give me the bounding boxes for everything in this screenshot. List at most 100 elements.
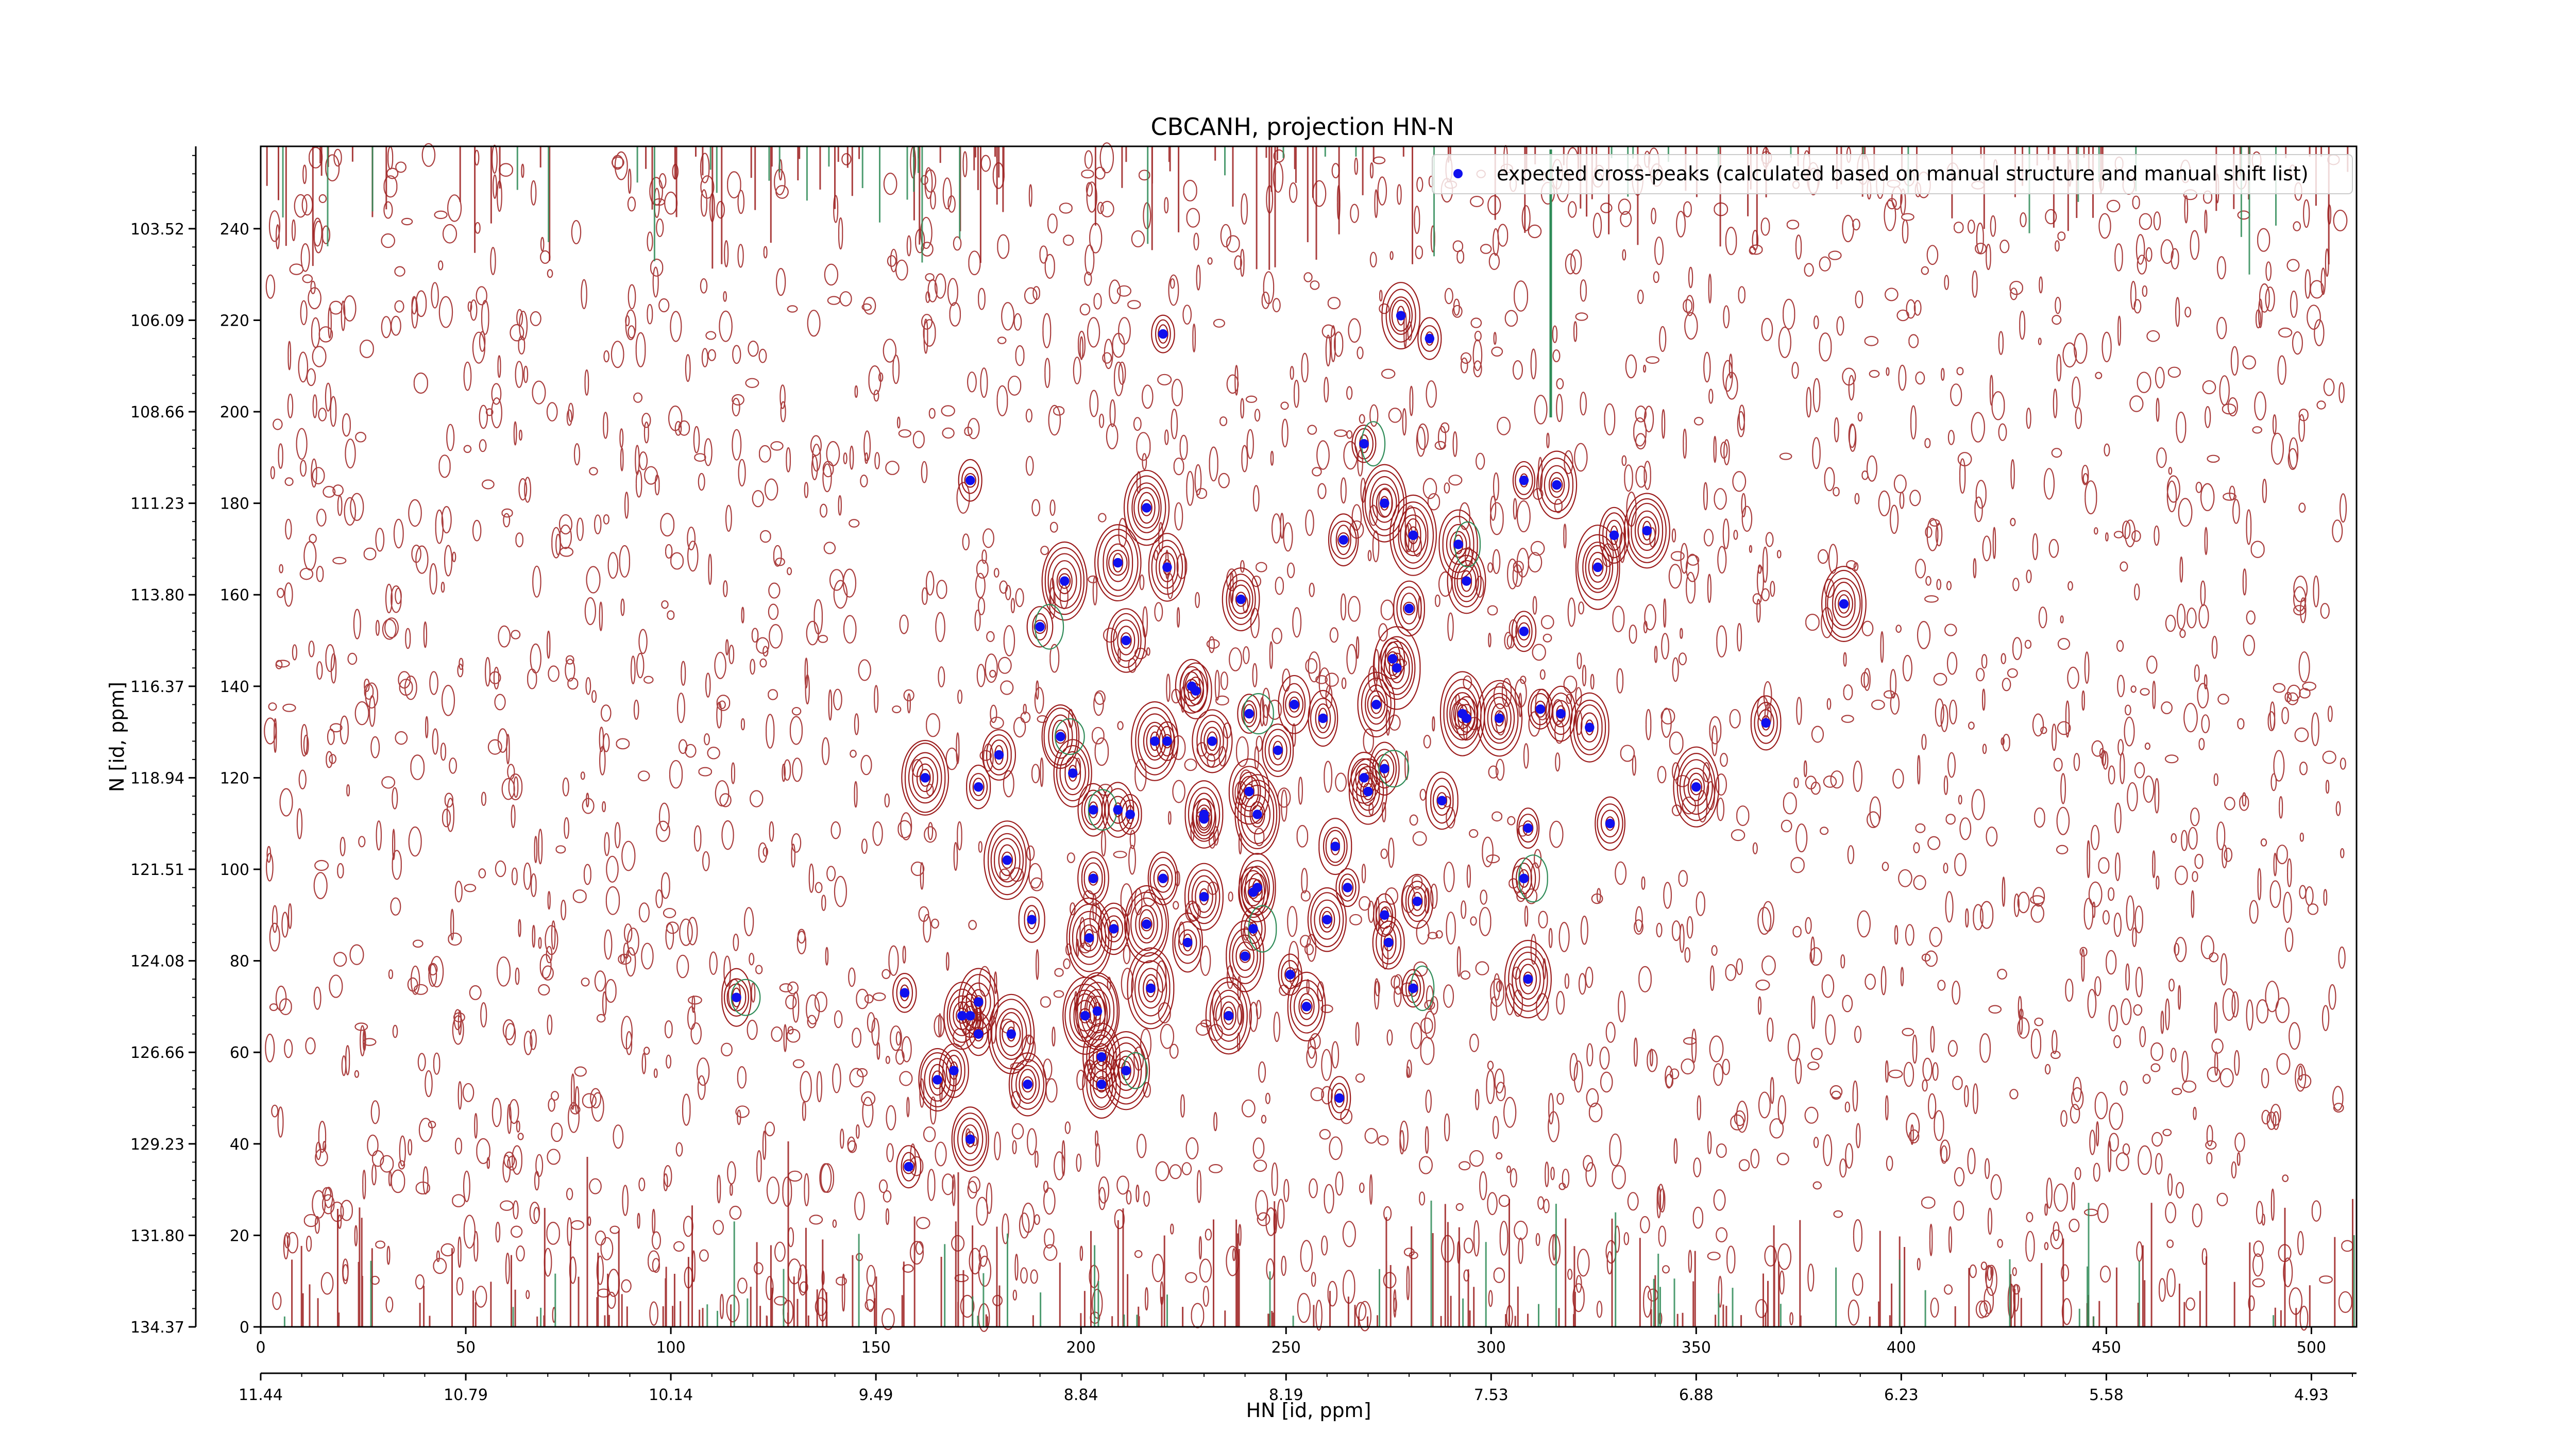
cross-peak-marker — [904, 1161, 914, 1172]
cross-peak-marker — [1248, 924, 1258, 934]
y-tick-label: 180 — [220, 495, 249, 513]
cross-peak-marker — [1408, 530, 1418, 541]
cross-peak-marker — [1252, 883, 1262, 892]
cross-peak-marker — [1387, 654, 1398, 664]
x-ppm-tick-label: 8.19 — [1269, 1386, 1303, 1404]
cross-peak-marker — [1494, 713, 1504, 723]
y-ppm-tick-label: 134.37 — [130, 1319, 184, 1337]
cross-peak-marker — [1301, 1002, 1312, 1012]
cross-peak-marker — [1273, 745, 1283, 755]
cross-peak-marker — [1142, 919, 1151, 929]
y-axis-label: N [id, ppm] — [106, 682, 128, 792]
y-ppm-tick-label: 108.66 — [130, 403, 184, 422]
x-ppm-tick-label: 9.49 — [859, 1386, 893, 1404]
cross-peak-marker — [1027, 915, 1037, 924]
x-tick-label: 500 — [2297, 1339, 2326, 1357]
cross-peak-marker — [1535, 704, 1546, 714]
y-tick-label: 220 — [220, 312, 249, 330]
x-ppm-tick-label: 10.79 — [444, 1386, 488, 1404]
cross-peak-marker — [1462, 713, 1471, 723]
cross-peak-marker — [1236, 594, 1246, 604]
cross-peak-marker — [1088, 805, 1098, 815]
cross-peak-marker — [900, 988, 910, 998]
cross-peak-marker — [1125, 810, 1135, 819]
y-ppm-tick-label: 121.51 — [130, 861, 184, 879]
legend: expected cross-peaks (calculated based o… — [1432, 154, 2353, 194]
cross-peak-marker — [1285, 970, 1295, 980]
y-ppm-tick-label: 131.80 — [130, 1227, 184, 1245]
cross-peak-marker — [1142, 503, 1151, 513]
cross-peak-marker — [1162, 736, 1172, 746]
cross-peak-marker — [1359, 773, 1369, 783]
cross-peak-marker — [1380, 910, 1389, 920]
x-ppm-tick-label: 4.93 — [2294, 1386, 2329, 1404]
cross-peak-marker — [1224, 1010, 1234, 1021]
legend-label: expected cross-peaks (calculated based o… — [1497, 162, 2309, 185]
y-tick-label: 80 — [230, 953, 249, 971]
cross-peak-marker — [973, 997, 984, 1007]
cross-peak-marker — [1338, 535, 1348, 545]
cross-peak-marker — [1585, 722, 1595, 732]
cross-peak-marker — [1121, 1066, 1131, 1075]
legend-marker — [1453, 169, 1463, 178]
cross-peak-marker — [1605, 818, 1615, 829]
cross-peak-marker — [1519, 873, 1529, 884]
cross-peak-marker — [1006, 1029, 1016, 1039]
cross-peak-marker — [1334, 1093, 1344, 1103]
y-ppm-tick-label: 129.23 — [130, 1136, 184, 1154]
cross-peak-marker — [973, 782, 984, 792]
expected-cross-peaks-series — [732, 311, 1849, 1172]
y-tick-label: 40 — [230, 1136, 249, 1154]
x-ppm-tick-label: 10.14 — [649, 1386, 693, 1404]
legend-marker-dot — [1453, 169, 1463, 178]
y-tick-label: 0 — [240, 1319, 249, 1337]
x-ppm-tick-label: 11.44 — [239, 1386, 283, 1404]
y-ppm-tick-label: 126.66 — [130, 1044, 184, 1062]
cross-peak-marker — [1199, 892, 1209, 902]
x-ppm-tick-label: 8.84 — [1064, 1386, 1098, 1404]
cross-peak-marker — [1556, 709, 1566, 719]
x-tick-label: 200 — [1066, 1339, 1096, 1357]
plot-frame — [260, 145, 2358, 1328]
cross-peak-marker — [965, 1134, 975, 1144]
y-tick-label: 200 — [220, 403, 249, 422]
cross-peak-marker — [1839, 599, 1849, 609]
cross-peak-marker — [1113, 558, 1123, 568]
cross-peak-marker — [1289, 700, 1299, 710]
cross-peak-marker — [1084, 933, 1094, 943]
x-axis-ppm: 11.44 10.79 10.14 9.49 8.84 8.19 7.53 6.88 6.23 5… — [239, 1372, 2357, 1404]
cross-peak-marker — [1162, 562, 1172, 572]
x-ppm-tick-label: 5.58 — [2089, 1386, 2124, 1404]
y-tick-label: 160 — [220, 586, 249, 604]
y-tick-label: 100 — [220, 861, 249, 879]
cross-peak-marker — [1121, 635, 1131, 646]
cross-peak-marker — [1383, 937, 1394, 948]
x-axis-index: 0 50 100 150 200 250 300 350 400 450 500 — [256, 1327, 2326, 1357]
cross-peak-marker — [1392, 663, 1402, 673]
cross-peak-marker — [957, 1010, 967, 1021]
x-tick-label: 250 — [1272, 1339, 1301, 1357]
cross-peak-marker — [1519, 475, 1529, 485]
x-tick-label: 0 — [256, 1339, 265, 1357]
cross-peak-marker — [1109, 924, 1119, 934]
x-ppm-tick-label: 6.23 — [1884, 1386, 1919, 1404]
cross-peak-marker — [1691, 782, 1701, 792]
cross-peak-marker — [1437, 796, 1447, 806]
cross-peak-marker — [1523, 974, 1533, 984]
cross-peak-marker — [732, 992, 741, 1002]
cross-peak-marker — [1113, 805, 1123, 815]
cross-peak-marker — [1035, 622, 1045, 632]
cross-peak-marker — [1182, 937, 1193, 948]
cross-peak-marker — [1023, 1080, 1032, 1089]
legend-box — [1432, 154, 2353, 194]
cross-peak-marker — [994, 750, 1004, 760]
cross-peak-marker — [1150, 736, 1160, 746]
cross-peak-marker — [1060, 576, 1070, 586]
cross-peak-marker — [1592, 562, 1603, 572]
y-tick-label: 20 — [230, 1227, 249, 1245]
x-ppm-tick-label: 6.88 — [1679, 1386, 1714, 1404]
x-ppm-tick-label: 7.53 — [1474, 1386, 1509, 1404]
x-tick-label: 150 — [861, 1339, 890, 1357]
contour-spectrum-layer — [264, 142, 2355, 1332]
x-tick-label: 450 — [2092, 1339, 2121, 1357]
